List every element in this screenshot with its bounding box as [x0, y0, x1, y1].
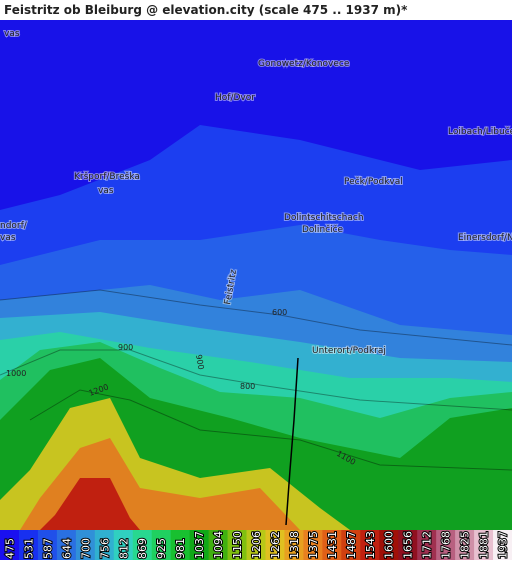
- place-label: Loibach/Libuče: [448, 126, 512, 137]
- legend-label: 1262: [269, 531, 282, 559]
- legend-label: 475: [3, 538, 16, 559]
- legend-swatch: [170, 530, 191, 560]
- legend-swatch: [303, 530, 323, 560]
- legend-swatch: [360, 530, 380, 560]
- title-bar: [0, 0, 512, 20]
- legend-swatch: [151, 530, 172, 560]
- contour-label: 800: [240, 382, 255, 391]
- legend-swatch: [341, 530, 361, 560]
- legend-label: 1431: [326, 531, 339, 559]
- place-label: vas: [0, 233, 16, 243]
- contour-label: 900: [118, 343, 133, 352]
- place-label: Gonowetz/Konovece: [258, 59, 350, 69]
- legend-label: 1375: [307, 531, 320, 559]
- legend-swatch: [132, 530, 153, 560]
- legend-label: 1656: [402, 531, 415, 559]
- legend-swatch: [398, 530, 418, 560]
- legend-swatch: [94, 530, 115, 560]
- contour-label: 600: [272, 308, 287, 317]
- legend-label: 1543: [364, 531, 377, 559]
- place-label: Kršporf/Breška: [74, 171, 140, 182]
- place-label: Dolinčiče: [302, 224, 344, 235]
- legend-swatch: [227, 530, 248, 560]
- legend-swatch: [113, 530, 134, 560]
- legend-swatch: [379, 530, 399, 560]
- place-label: Einersdorf/Nonča: [458, 232, 512, 243]
- place-label: vas: [4, 29, 20, 39]
- legend-label: 1318: [288, 531, 301, 559]
- legend-swatch: [474, 530, 494, 560]
- legend-label: 1600: [383, 531, 396, 559]
- place-label: Dolintschitschach: [284, 213, 364, 223]
- legend-swatch: [322, 530, 342, 560]
- legend-label: 981: [174, 538, 187, 559]
- legend-label: 587: [41, 538, 54, 559]
- legend-swatch: [265, 530, 285, 560]
- legend-swatch: [18, 530, 39, 560]
- place-label: ndorf/: [0, 221, 28, 231]
- legend-swatch: [455, 530, 475, 560]
- legend-label: 869: [136, 538, 149, 559]
- place-label: vas: [98, 186, 114, 196]
- place-label: Hof/Dvor: [215, 93, 255, 103]
- legend-swatch: [493, 530, 512, 560]
- legend-swatch: [436, 530, 456, 560]
- legend-label: 1881: [478, 531, 491, 559]
- legend-swatch: [56, 530, 77, 560]
- legend-label: 1037: [193, 531, 206, 559]
- legend-label: 925: [155, 538, 168, 559]
- legend-label: 1206: [250, 531, 263, 559]
- legend-swatch: [246, 530, 266, 560]
- legend-swatch: [37, 530, 58, 560]
- contour-label: 1000: [6, 369, 26, 378]
- legend-swatch: [75, 530, 96, 560]
- legend-label: 644: [60, 538, 73, 559]
- legend-swatch: [284, 530, 304, 560]
- legend-label: 1937: [497, 531, 510, 559]
- legend-swatch: [189, 530, 210, 560]
- legend-label: 756: [98, 538, 111, 559]
- legend-label: 1150: [231, 531, 244, 559]
- legend-swatch: [417, 530, 437, 560]
- place-label: Pečk/Podkval: [344, 176, 403, 187]
- contour-label: 900: [194, 354, 206, 371]
- legend-label: 700: [79, 538, 92, 559]
- legend-label: 1825: [459, 531, 472, 559]
- legend-swatch: [208, 530, 229, 560]
- terrain: [0, 20, 512, 530]
- legend-label: 531: [22, 538, 35, 559]
- legend-swatch: [0, 530, 20, 560]
- title: Feistritz ob Bleiburg @ elevation.city (…: [4, 3, 408, 17]
- legend-label: 1712: [421, 531, 434, 559]
- place-label: Unterort/Podkraj: [312, 346, 386, 356]
- legend-label: 1487: [345, 531, 358, 559]
- legend-label: 812: [117, 538, 130, 559]
- legend-label: 1768: [440, 531, 453, 559]
- legend-label: 1094: [212, 531, 225, 559]
